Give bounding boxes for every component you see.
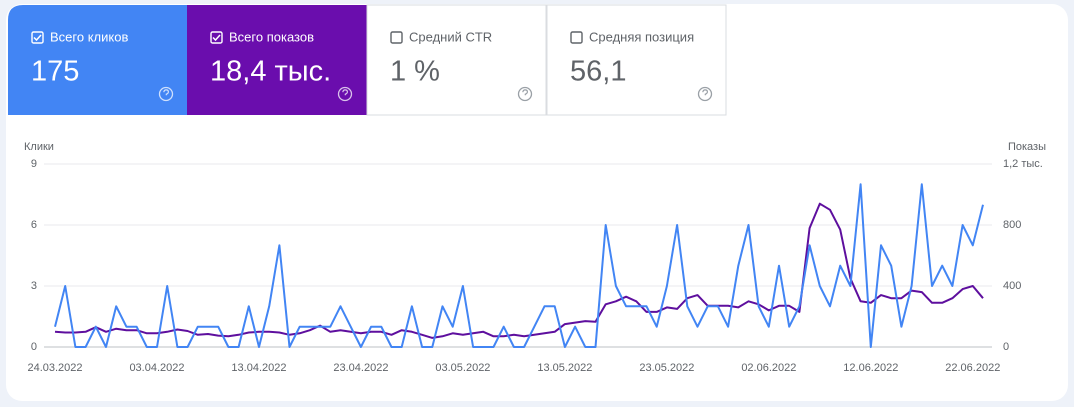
tile-value: 175 — [31, 56, 79, 88]
metric-tile[interactable]: Всего показов 18,4 тыс. — [187, 5, 367, 115]
help-icon — [158, 86, 174, 102]
y2-tick-label: 0 — [1003, 341, 1009, 353]
help-glyph — [522, 89, 529, 96]
tile-bg — [546, 4, 727, 116]
y2-tick-label: 400 — [1003, 280, 1021, 292]
tile-label: Всего показов — [229, 29, 314, 44]
tile-bg — [187, 5, 367, 115]
checkbox — [390, 31, 403, 44]
x-tick-label: 23.05.2022 — [639, 362, 694, 374]
tile-value: 18,4 тыс. — [210, 56, 331, 88]
y-tick-label: 3 — [31, 280, 37, 292]
help-icon — [517, 86, 533, 102]
help-icon — [697, 86, 713, 102]
tile-label: Всего кликов — [50, 29, 128, 44]
help-glyph — [342, 89, 349, 96]
checkbox — [210, 31, 223, 44]
tile-label: Средняя позиция — [589, 29, 694, 44]
metric-tile[interactable]: Средний CTR 1 % — [366, 4, 547, 116]
x-tick-label: 24.03.2022 — [27, 362, 82, 374]
checkbox — [31, 31, 44, 44]
x-tick-label: 13.04.2022 — [231, 362, 286, 374]
metric-tile[interactable]: Всего кликов 175 — [8, 5, 187, 115]
checkmark — [212, 34, 221, 42]
tile-bg — [8, 5, 187, 115]
y2-axis-label: Показы — [1008, 141, 1046, 153]
tile-value: 1 % — [390, 56, 440, 88]
checkbox — [570, 31, 583, 44]
x-tick-label: 13.05.2022 — [537, 362, 592, 374]
x-tick-label: 03.05.2022 — [435, 362, 490, 374]
y-tick-label: 6 — [31, 219, 37, 231]
checkmark — [33, 34, 42, 42]
x-tick-label: 02.06.2022 — [741, 362, 796, 374]
x-tick-label: 23.04.2022 — [333, 362, 388, 374]
help-icon — [337, 86, 353, 102]
x-tick-label: 03.04.2022 — [129, 362, 184, 374]
help-glyph — [163, 89, 170, 96]
series-line — [54, 183, 984, 348]
y-axis-label: Клики — [24, 141, 54, 153]
tile-label: Средний CTR — [409, 29, 492, 44]
metric-tile[interactable]: Средняя позиция 56,1 — [546, 4, 727, 116]
series-line — [54, 202, 984, 339]
y2-tick-label: 1,2 тыс. — [1003, 158, 1043, 170]
tile-bg — [366, 4, 547, 116]
help-glyph — [702, 89, 709, 96]
x-tick-label: 12.06.2022 — [843, 362, 898, 374]
tile-value: 56,1 — [570, 56, 626, 88]
y-tick-label: 0 — [31, 341, 37, 353]
y-tick-label: 9 — [31, 158, 37, 170]
y2-tick-label: 800 — [1003, 219, 1021, 231]
x-tick-label: 22.06.2022 — [945, 362, 1000, 374]
